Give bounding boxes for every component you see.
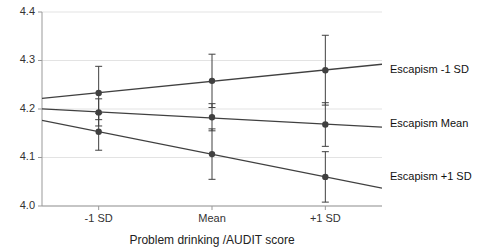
error-bar-cap [95,113,102,114]
error-bar [209,104,216,131]
error-bar-cap [209,128,216,129]
y-tick [38,12,42,13]
y-tick-label: 4.4 [20,5,35,17]
x-tick [212,206,213,210]
error-bar [95,66,102,119]
point [209,114,215,120]
y-tick [38,157,42,158]
error-bar-cap [209,179,216,180]
point [95,90,101,96]
error-bar [322,35,329,105]
chart: 4.0 4.1 4.2 4.3 4.4 -1 SD Mean +1 SD Problem dri… [0,0,500,252]
point [322,67,328,73]
error-bar-cap [209,54,216,55]
error-bar [95,113,102,150]
series-label: Escapism -1 SD [390,63,469,75]
y-tick [38,109,42,110]
grid [42,12,382,206]
error-bar-cap [322,146,329,147]
axes: 4.0 4.1 4.2 4.3 4.4 -1 SD Mean +1 SD [20,5,382,224]
plot-data [42,35,382,202]
error-bar-cap [322,202,329,203]
x-tick-label: -1 SD [85,212,113,224]
point [209,78,215,84]
x-tick [325,206,326,210]
trend-line [42,120,382,188]
point [322,174,328,180]
error-bar-cap [95,150,102,151]
y-tick-label: 4.2 [20,102,35,114]
x-tick [98,206,99,210]
error-bar-cap [209,103,216,104]
error-bar [209,54,216,107]
error-bar [209,129,216,179]
error-bar-cap [322,102,329,103]
y-tick-label: 4.0 [20,199,35,211]
point [322,121,328,127]
x-tick-label: Mean [198,212,226,224]
x-tick-label: +1 SD [310,212,341,224]
point [209,151,215,157]
y-tick [38,60,42,61]
y-tick [38,206,42,207]
x-axis-label: Problem drinking /AUDIT score [129,233,294,247]
error-bar-cap [95,66,102,67]
error-bar [322,152,329,202]
y-tick-label: 4.1 [20,150,35,162]
series-label: Escapism Mean [390,117,468,129]
error-bar-cap [322,35,329,36]
grid-line [42,12,382,13]
y-tick-label: 4.3 [20,53,35,65]
series-label: Escapism +1 SD [390,170,472,182]
point [95,129,101,135]
error-bar-cap [95,98,102,99]
series-labels: Escapism -1 SD Escapism Mean Escapism +1 S… [390,63,472,182]
error-bar-cap [322,151,329,152]
error-bar [322,103,329,147]
